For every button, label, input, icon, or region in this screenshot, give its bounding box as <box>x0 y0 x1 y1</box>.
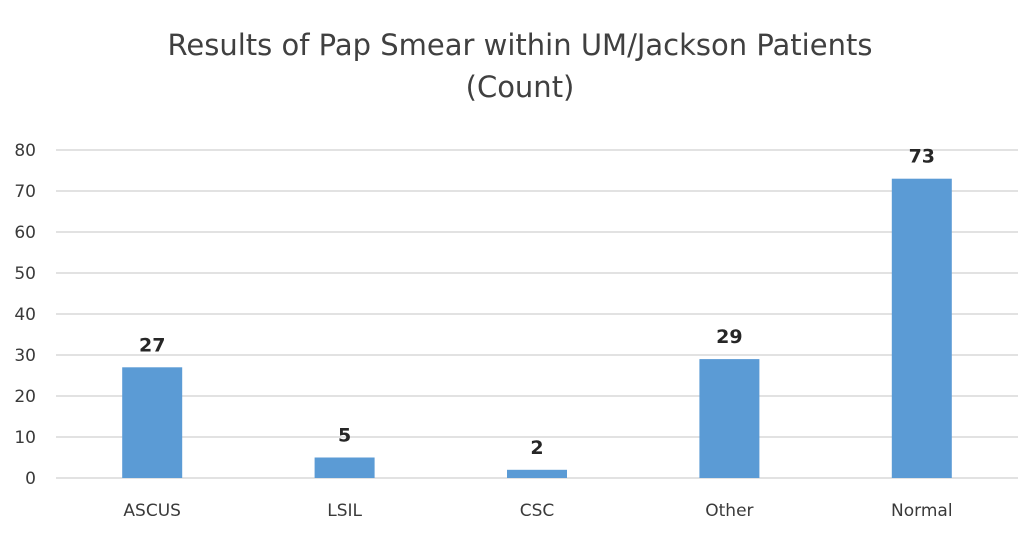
bar-csc <box>507 469 567 478</box>
data-label-normal: 73 <box>909 146 935 168</box>
y-tick-label: 50 <box>14 264 36 284</box>
bar-normal <box>891 178 952 478</box>
bars <box>122 178 952 478</box>
data-label-other: 29 <box>716 326 742 348</box>
y-tick-label: 30 <box>14 346 36 366</box>
y-tick-label: 40 <box>14 305 36 325</box>
chart-title: Results of Pap Smear within UM/Jackson P… <box>0 24 1032 108</box>
y-tick-label: 70 <box>14 182 36 202</box>
y-tick-label: 60 <box>14 223 36 243</box>
y-tick-label: 20 <box>14 387 36 407</box>
chart-title-line-2: (Count) <box>465 70 575 104</box>
x-axis-categories: ASCUS LSIL CSC Other Normal <box>123 501 952 521</box>
category-label-normal: Normal <box>891 501 953 521</box>
data-labels: 27 5 2 29 73 <box>139 146 935 459</box>
chart-title-line-1: Results of Pap Smear within UM/Jackson P… <box>167 28 873 62</box>
bar-other <box>699 359 760 478</box>
y-axis-ticks: 0 10 20 30 40 50 60 70 80 <box>14 141 36 489</box>
gridlines <box>56 149 1018 479</box>
bar-lsil <box>314 457 375 478</box>
data-label-ascus: 27 <box>139 334 165 356</box>
y-tick-label: 10 <box>14 428 36 448</box>
bar-ascus <box>122 367 183 478</box>
category-label-other: Other <box>705 501 753 521</box>
data-label-csc: 2 <box>530 437 543 459</box>
y-tick-label: 0 <box>25 469 36 489</box>
category-label-csc: CSC <box>520 501 555 521</box>
category-label-lsil: LSIL <box>327 501 362 521</box>
category-label-ascus: ASCUS <box>123 501 181 521</box>
data-label-lsil: 5 <box>338 425 351 447</box>
y-tick-label: 80 <box>14 141 36 161</box>
